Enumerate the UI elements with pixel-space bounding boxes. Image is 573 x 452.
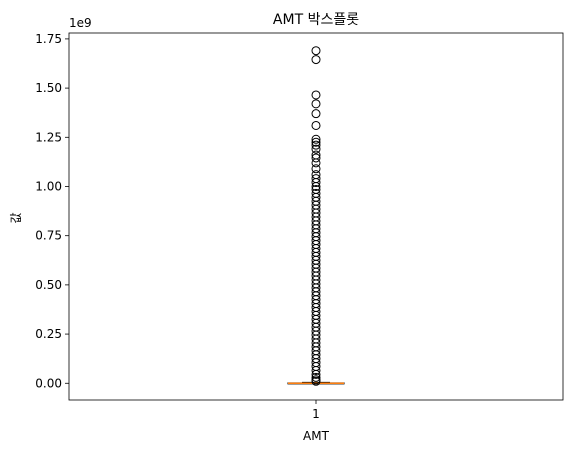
outlier-marker bbox=[312, 91, 320, 99]
x-axis-ticks: 1 bbox=[312, 400, 320, 421]
y-tick-label: 0.25 bbox=[35, 327, 62, 341]
y-axis-label: 값 bbox=[9, 212, 23, 223]
y-tick-label: 1.25 bbox=[35, 130, 62, 144]
outlier-marker bbox=[312, 110, 320, 118]
y-tick-label: 0.00 bbox=[35, 376, 62, 390]
chart-title: AMT 박스플롯 bbox=[273, 12, 359, 28]
x-axis-label: AMT bbox=[303, 429, 330, 443]
y-tick-label: 1.75 bbox=[35, 32, 62, 46]
outlier-marker bbox=[312, 100, 320, 108]
y-tick-label: 0.50 bbox=[35, 278, 62, 292]
x-tick-label: 1 bbox=[312, 407, 320, 421]
y-tick-label: 1.50 bbox=[35, 81, 62, 95]
outlier-marker bbox=[312, 47, 320, 55]
outlier-marker bbox=[312, 56, 320, 64]
outlier-markers bbox=[312, 47, 320, 386]
y-tick-label: 1.00 bbox=[35, 179, 62, 193]
y-axis-ticks: 0.00 0.25 0.50 0.75 1.00 1.25 1.50 1.75 bbox=[35, 32, 69, 390]
y-axis-offset-text: 1e9 bbox=[69, 16, 92, 30]
y-tick-label: 0.75 bbox=[35, 229, 62, 243]
outlier-marker bbox=[312, 121, 320, 129]
